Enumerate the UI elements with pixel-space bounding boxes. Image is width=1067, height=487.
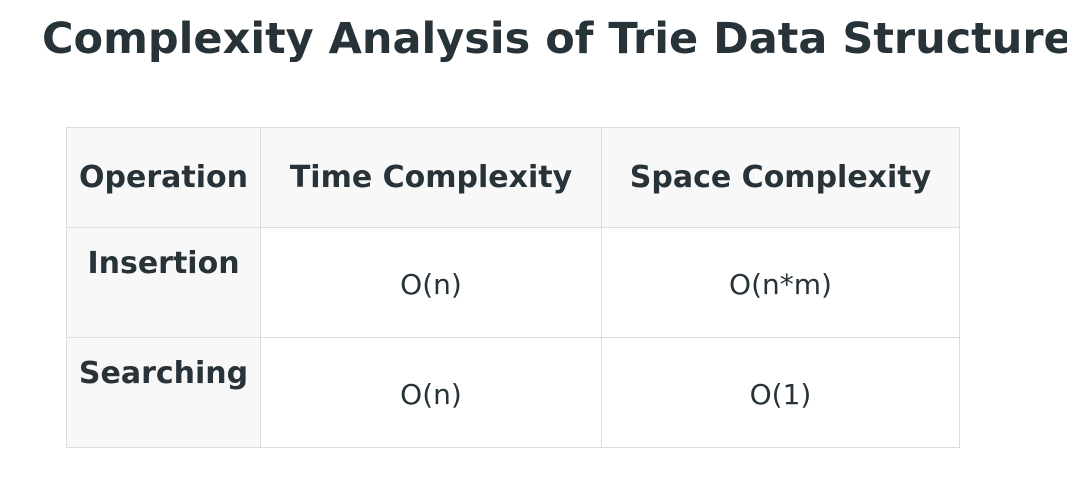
- column-header-space-complexity: Space Complexity: [601, 127, 960, 228]
- table-header: Operation Time Complexity Space Complexi…: [66, 127, 960, 228]
- time-complexity-cell: O(n): [260, 227, 602, 338]
- table-row: Insertion O(n) O(n*m): [66, 227, 960, 338]
- column-header-time-complexity: Time Complexity: [260, 127, 602, 228]
- space-complexity-cell: O(1): [601, 337, 960, 448]
- time-complexity-cell: O(n): [260, 337, 602, 448]
- row-header-operation: Searching: [66, 337, 261, 448]
- page-heading: Complexity Analysis of Trie Data Structu…: [42, 14, 1067, 64]
- table-row: Searching O(n) O(1): [66, 337, 960, 448]
- table-header-row: Operation Time Complexity Space Complexi…: [66, 127, 960, 228]
- complexity-table: Operation Time Complexity Space Complexi…: [66, 127, 960, 448]
- table-body: Insertion O(n) O(n*m) Searching O(n) O(1…: [66, 227, 960, 448]
- column-header-operation: Operation: [66, 127, 261, 228]
- space-complexity-cell: O(n*m): [601, 227, 960, 338]
- row-header-operation: Insertion: [66, 227, 261, 338]
